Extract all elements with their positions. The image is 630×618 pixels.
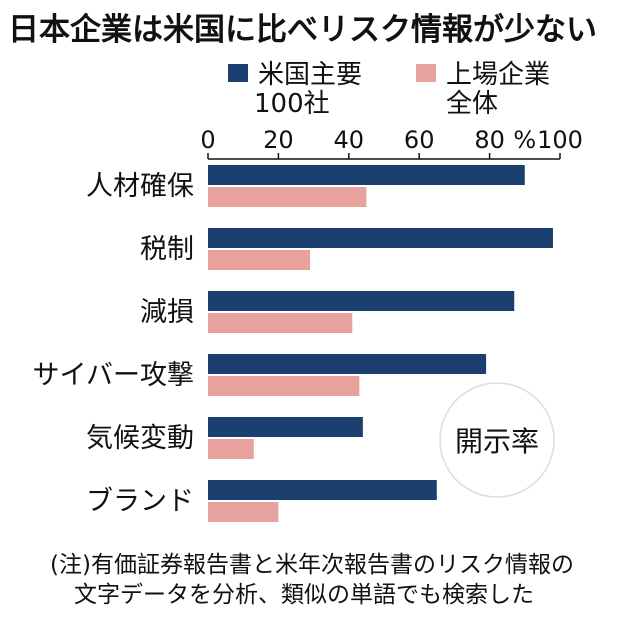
legend-label: 100社 <box>254 89 330 119</box>
category-label: 気候変動 <box>86 423 194 454</box>
legend-swatch <box>228 64 248 82</box>
bar <box>208 376 360 396</box>
badge-circle <box>439 382 555 498</box>
bar <box>208 439 254 459</box>
bar <box>208 228 553 248</box>
chart-title: 日本企業は米国に比べリスク情報が少ない <box>8 12 597 48</box>
category-label: サイバー攻撃 <box>33 360 194 391</box>
legend-label: 全体 <box>446 89 498 119</box>
legend-swatch <box>416 64 436 82</box>
bar <box>208 313 353 333</box>
tick-label: 20 <box>263 126 294 154</box>
bar <box>208 417 363 437</box>
category-label: 税制 <box>140 234 194 265</box>
axis-unit-label: % <box>513 126 536 154</box>
legend-label: 米国主要 <box>258 60 362 90</box>
bar <box>208 354 487 374</box>
bar <box>208 502 279 522</box>
tick-label: 0 <box>200 126 215 154</box>
bar <box>208 480 437 500</box>
footnote-line: 文字データを分析、類似の単語でも検索した <box>74 582 534 608</box>
bars <box>208 165 553 522</box>
tick-label: 80 <box>474 126 505 154</box>
bar <box>208 250 311 270</box>
bar <box>208 165 525 185</box>
bar <box>208 187 367 207</box>
category-label: ブランド <box>86 486 194 517</box>
legend-label: 上場企業 <box>446 60 550 90</box>
badge: 開示率 <box>439 382 555 498</box>
category-label: 人材確保 <box>86 171 194 202</box>
bar <box>208 291 515 311</box>
footnote: (注)有価証券報告書と米年次報告書のリスク情報の文字データを分析、類似の単語でも… <box>50 552 574 608</box>
tick-label: 100 <box>537 126 583 154</box>
x-axis: 0 20 40 60 80 100% <box>200 126 583 160</box>
tick-label: 40 <box>334 126 365 154</box>
category-label: 減損 <box>140 297 194 328</box>
tick-label: 60 <box>404 126 435 154</box>
footnote-line: (注)有価証券報告書と米年次報告書のリスク情報の <box>50 552 574 578</box>
badge-label: 開示率 <box>455 425 539 458</box>
